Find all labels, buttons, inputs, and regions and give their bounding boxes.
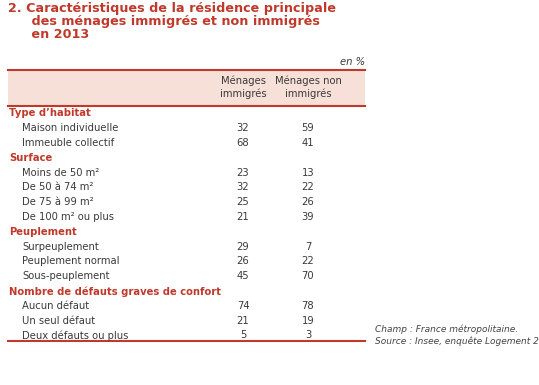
Text: 21: 21: [237, 212, 250, 222]
Bar: [8, 70, 365, 106]
Text: 5: 5: [240, 330, 246, 340]
Text: Ménages
immigrés: Ménages immigrés: [220, 75, 266, 99]
Text: Aucun défaut: Aucun défaut: [22, 301, 89, 311]
Text: 23: 23: [237, 168, 250, 178]
Text: 41: 41: [302, 138, 314, 148]
Text: 3: 3: [305, 330, 311, 340]
Text: Type d’habitat: Type d’habitat: [9, 109, 91, 119]
Text: Moins de 50 m²: Moins de 50 m²: [22, 168, 99, 178]
Text: 74: 74: [237, 301, 250, 311]
Text: Surface: Surface: [9, 153, 52, 163]
Text: 45: 45: [237, 271, 250, 281]
Text: De 50 à 74 m²: De 50 à 74 m²: [22, 182, 93, 192]
Text: 70: 70: [302, 271, 314, 281]
Text: 32: 32: [237, 182, 250, 192]
Text: 26: 26: [302, 197, 314, 207]
Text: Un seul défaut: Un seul défaut: [22, 316, 95, 326]
Text: De 75 à 99 m²: De 75 à 99 m²: [22, 197, 94, 207]
Text: 22: 22: [302, 182, 314, 192]
Text: 25: 25: [237, 197, 250, 207]
Text: Maison individuelle: Maison individuelle: [22, 123, 119, 133]
Text: De 100 m² ou plus: De 100 m² ou plus: [22, 212, 114, 222]
Text: 7: 7: [305, 242, 311, 252]
Text: Peuplement: Peuplement: [9, 227, 77, 237]
Text: 2. Caractéristiques de la résidence principale: 2. Caractéristiques de la résidence prin…: [8, 2, 336, 15]
Text: Sous-peuplement: Sous-peuplement: [22, 271, 109, 281]
Text: 22: 22: [302, 256, 314, 266]
Text: Ménages non
immigrés: Ménages non immigrés: [274, 75, 341, 99]
Text: 59: 59: [302, 123, 314, 133]
Text: 21: 21: [237, 316, 250, 326]
Text: des ménages immigrés et non immigrés: des ménages immigrés et non immigrés: [18, 15, 320, 28]
Text: 26: 26: [237, 256, 250, 266]
Text: 78: 78: [302, 301, 314, 311]
Text: 19: 19: [302, 316, 314, 326]
Text: Immeuble collectif: Immeuble collectif: [22, 138, 114, 148]
Text: Deux défauts ou plus: Deux défauts ou plus: [22, 330, 128, 341]
Text: 39: 39: [302, 212, 314, 222]
Text: en 2013: en 2013: [18, 28, 89, 41]
Text: Champ : France métropolitaine.: Champ : France métropolitaine.: [375, 325, 518, 334]
Text: en %: en %: [340, 57, 365, 67]
Text: Peuplement normal: Peuplement normal: [22, 256, 120, 266]
Text: 13: 13: [302, 168, 314, 178]
Text: Nombre de défauts graves de confort: Nombre de défauts graves de confort: [9, 286, 221, 296]
Text: 68: 68: [237, 138, 250, 148]
Text: 29: 29: [237, 242, 250, 252]
Text: Surpeuplement: Surpeuplement: [22, 242, 99, 252]
Text: 32: 32: [237, 123, 250, 133]
Text: Source : Insee, enquête Logement 2013.: Source : Insee, enquête Logement 2013.: [375, 337, 539, 346]
